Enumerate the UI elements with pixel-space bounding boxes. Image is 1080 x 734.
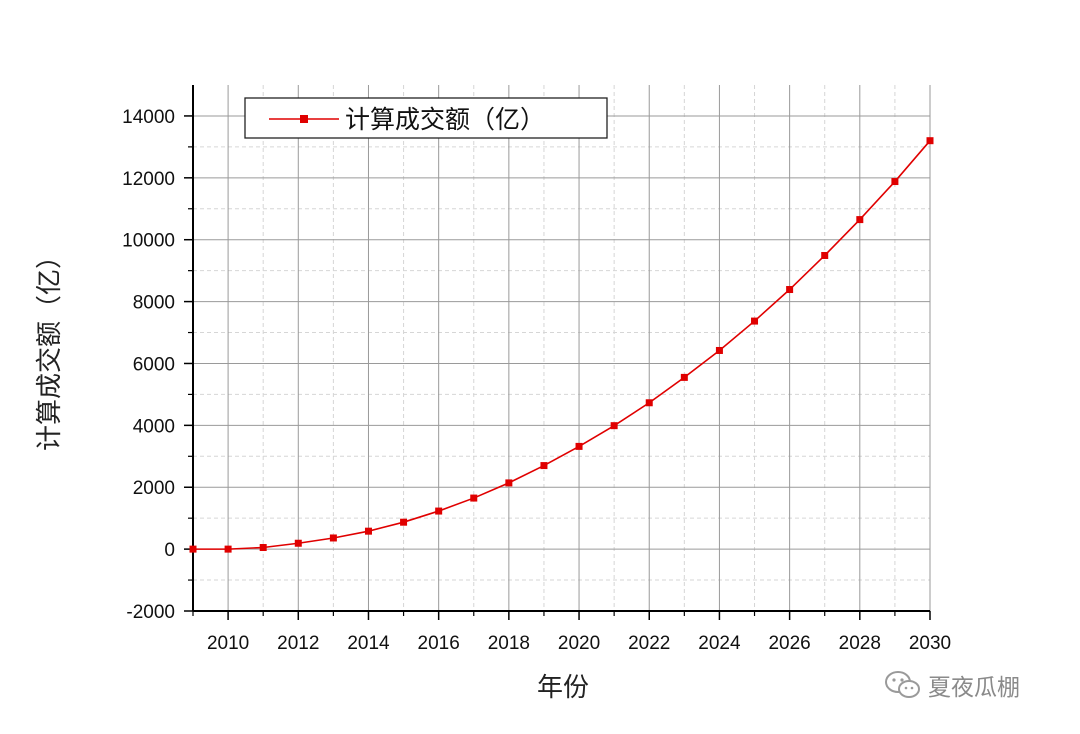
x-tick-label: 2016: [418, 633, 460, 654]
x-tick-label: 2024: [698, 633, 741, 654]
data-point: [575, 442, 583, 450]
data-point: [715, 346, 723, 354]
major-grid: [193, 85, 931, 612]
data-point: [610, 422, 618, 430]
axes: [192, 85, 930, 612]
legend-marker: [300, 115, 308, 123]
x-axis-title: 年份: [537, 673, 589, 703]
y-axis-title: 计算成交额（亿）: [35, 243, 65, 451]
y-tick-label: 4000: [133, 416, 175, 437]
data-point: [856, 216, 864, 224]
x-tick-label: 2012: [277, 633, 319, 654]
data-point: [329, 534, 337, 542]
legend: 计算成交额（亿）: [244, 97, 608, 139]
data-point: [505, 479, 513, 487]
x-tick-label: 2020: [558, 633, 600, 654]
y-tick-label: 14000: [122, 107, 175, 128]
x-tick-labels: 2010 2012 2014 2016 2018 2020 2022 2024 2026 2028…: [207, 633, 951, 654]
y-tick-label: 6000: [133, 354, 175, 375]
y-tick-label: -2000: [126, 602, 175, 623]
x-tick-label: 2018: [488, 633, 530, 654]
series-layer: [189, 137, 934, 553]
data-point: [645, 399, 653, 407]
data-point: [821, 251, 829, 259]
data-point: [540, 462, 548, 470]
data-point: [259, 544, 267, 552]
data-point: [364, 527, 372, 535]
minor-grid: [193, 85, 930, 611]
wechat-icon: [885, 671, 920, 698]
axis-ticks: [184, 115, 931, 620]
series-line: [193, 140, 931, 550]
x-tick-label: 2014: [347, 633, 390, 654]
data-point: [435, 507, 443, 515]
data-point: [680, 373, 688, 381]
data-point: [294, 539, 302, 547]
data-point: [751, 317, 759, 325]
y-tick-label: 10000: [122, 231, 175, 252]
data-point: [470, 494, 478, 502]
y-tick-label: 12000: [122, 169, 175, 190]
x-tick-label: 2022: [628, 633, 670, 654]
watermark: 夏夜瓜棚: [884, 668, 1020, 702]
data-point: [926, 137, 934, 145]
y-tick-label: 0: [164, 540, 175, 561]
y-tick-labels: -2000 0 2000 4000 6000 8000 10000 12000 14000: [122, 107, 175, 623]
data-point: [224, 545, 232, 553]
x-tick-label: 2028: [839, 633, 881, 654]
data-point: [891, 178, 899, 186]
y-tick-label: 8000: [133, 293, 175, 314]
x-tick-label: 2026: [768, 633, 810, 654]
watermark-text: 夏夜瓜棚: [928, 675, 1020, 701]
legend-label: 计算成交额（亿）: [345, 105, 545, 134]
y-tick-label: 2000: [133, 478, 175, 499]
data-point: [786, 286, 794, 294]
data-point: [189, 545, 197, 553]
x-tick-label: 2010: [207, 633, 249, 654]
x-tick-label: 2030: [909, 633, 951, 654]
data-point: [400, 518, 408, 526]
